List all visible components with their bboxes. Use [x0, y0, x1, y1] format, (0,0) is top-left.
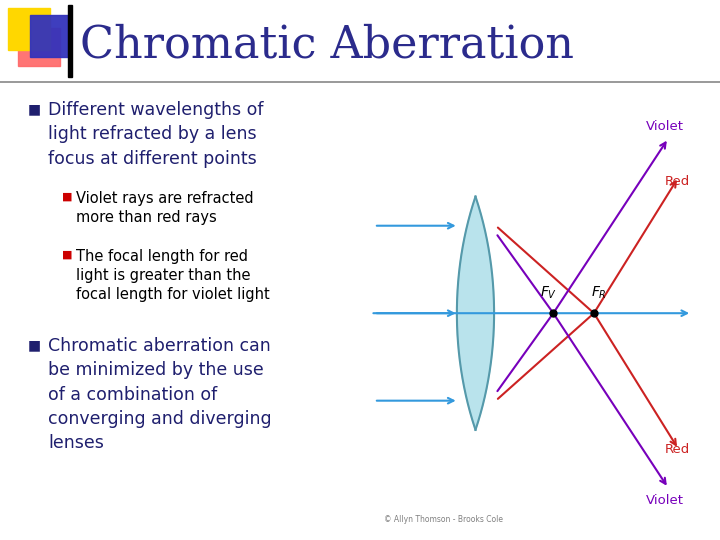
Bar [30, 15, 68, 57]
Bar [68, 5, 72, 77]
Polygon shape [457, 197, 494, 430]
Text: ■: ■ [62, 250, 73, 260]
Text: Chromatic aberration can
be minimized by the use
of a combination of
converging : Chromatic aberration can be minimized by… [48, 337, 271, 452]
Text: ■: ■ [28, 338, 41, 352]
Text: ■: ■ [62, 192, 73, 202]
Text: Red: Red [665, 176, 690, 188]
Bar [18, 28, 60, 66]
Text: Violet rays are refracted
more than red rays: Violet rays are refracted more than red … [76, 191, 253, 225]
Text: Violet: Violet [646, 119, 684, 133]
Text: $F_R$: $F_R$ [591, 284, 607, 301]
Text: Chromatic Aberration: Chromatic Aberration [80, 23, 574, 66]
Text: Different wavelengths of
light refracted by a lens
focus at different points: Different wavelengths of light refracted… [48, 101, 264, 167]
Bar [8, 8, 50, 50]
Text: ■: ■ [28, 102, 41, 116]
Text: $F_V$: $F_V$ [539, 284, 557, 301]
Text: Violet: Violet [646, 494, 684, 507]
Text: Red: Red [665, 443, 690, 456]
Text: © Allyn Thomson - Brooks Cole: © Allyn Thomson - Brooks Cole [384, 515, 503, 524]
Text: The focal length for red
light is greater than the
focal length for violet light: The focal length for red light is greate… [76, 249, 270, 302]
